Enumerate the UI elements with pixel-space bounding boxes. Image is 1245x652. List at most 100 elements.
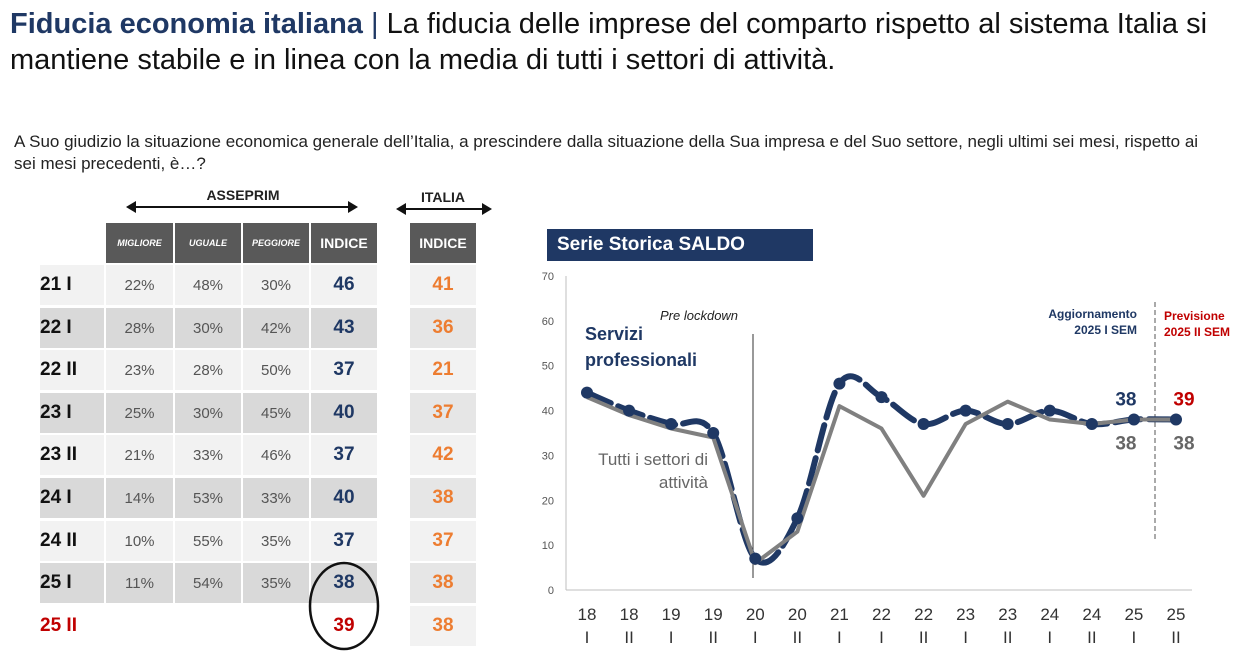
series-servizi-point [833, 377, 846, 390]
x-tick-year: 19 [704, 605, 723, 624]
survey-question: A Suo giudizio la situazione economica g… [14, 132, 1199, 173]
table-row [40, 393, 377, 433]
column-separator [241, 265, 243, 606]
cell-italia: 38 [432, 572, 454, 593]
x-tick-sem: II [708, 628, 717, 647]
x-tick-sem: I [753, 628, 758, 647]
pre-lockdown-label: Pre lockdown [660, 308, 738, 323]
italia-row-bg [410, 393, 476, 433]
cell-indice: 46 [333, 274, 355, 295]
y-tick-label: 50 [542, 361, 554, 373]
italia-arrow [396, 203, 492, 215]
cell-italia: 21 [432, 359, 454, 380]
italia-row-bg [410, 350, 476, 390]
series-tutti-label-2: attività [659, 473, 709, 492]
cell-uguale: 54% [192, 574, 224, 592]
x-tick-year: 22 [872, 605, 891, 624]
cell-indice: 37 [333, 359, 355, 380]
cell-indice: 38 [333, 572, 355, 593]
series-servizi-point [707, 427, 720, 439]
x-tick-year: 25 [1124, 605, 1143, 624]
series-servizi-point [581, 386, 593, 399]
cell-uguale: 55% [192, 532, 224, 550]
chart-title: Serie Storica SALDO [547, 229, 813, 261]
cell-uguale: 28% [192, 361, 224, 379]
cell-migliore: 11% [125, 574, 154, 592]
cell-migliore: 10% [124, 532, 155, 550]
row-label: 25 I [40, 572, 72, 593]
italia-row-bg [410, 606, 476, 646]
value-label-blue-25i: 38 [1115, 390, 1136, 411]
value-label-gray-25ii: 38 [1173, 434, 1194, 455]
row-label: 24 I [40, 487, 72, 508]
x-tick-year: 18 [620, 605, 639, 624]
x-tick-year: 21 [830, 605, 849, 624]
column-separator [173, 265, 175, 606]
x-tick-sem: II [624, 628, 633, 647]
table-row [40, 435, 377, 475]
cell-indice: 43 [333, 317, 355, 338]
series-servizi-point [959, 404, 972, 417]
table-row [40, 563, 377, 603]
cell-uguale: 30% [192, 404, 224, 422]
cell-italia: 36 [432, 317, 454, 338]
cell-peggiore: 45% [260, 404, 292, 422]
title-rest: La fiducia delle imprese del comparto ri… [10, 8, 1208, 76]
italia-row-bg [410, 478, 476, 518]
series-tutti-line [586, 395, 1176, 566]
cell-indice: 40 [333, 402, 355, 423]
italia-group-label: ITALIA [420, 189, 466, 205]
cell-indice: 39 [333, 615, 355, 636]
cell-italia: 38 [432, 615, 454, 636]
x-tick-year: 24 [1040, 605, 1059, 624]
x-tick-year: 20 [788, 605, 807, 624]
x-tick-sem: II [1087, 628, 1096, 647]
x-tick-sem: I [879, 628, 884, 647]
cell-migliore: 25% [124, 404, 155, 422]
series-servizi-point [875, 391, 888, 404]
title-separator: | [371, 8, 379, 40]
column-separator [309, 265, 311, 606]
header-uguale: UGUALE [175, 223, 241, 263]
table-row [40, 350, 377, 390]
series-servizi-line [584, 373, 1179, 566]
x-tick-year: 18 [578, 605, 597, 624]
asseprim-arrow [126, 201, 358, 213]
x-tick-sem: I [1047, 628, 1052, 647]
y-tick-label: 0 [548, 585, 554, 597]
y-tick-label: 60 [542, 316, 554, 328]
x-tick-sem: I [963, 628, 968, 647]
header-indice: INDICE [311, 223, 377, 263]
table-row [40, 308, 377, 348]
x-tick-sem: II [1171, 628, 1180, 647]
series-servizi-point [623, 404, 636, 417]
table-row [40, 265, 377, 305]
cell-uguale [175, 606, 241, 646]
x-tick-sem: I [1132, 628, 1137, 647]
x-tick-sem: II [919, 628, 928, 647]
series-servizi-point [749, 552, 762, 565]
x-tick-sem: I [669, 628, 674, 647]
cell-uguale: 30% [192, 319, 224, 337]
cell-migliore [106, 606, 173, 646]
cell-migliore: 23% [124, 361, 155, 379]
table-row [40, 521, 377, 561]
cell-peggiore: 46% [260, 446, 292, 464]
forecast-label-2: 2025 II SEM [1164, 325, 1230, 339]
series-servizi-point [1127, 413, 1140, 426]
page-title: Fiducia economia italiana | La fiducia d… [10, 6, 1240, 78]
cell-peggiore: 35% [260, 532, 292, 550]
x-tick-sem: II [793, 628, 802, 647]
cell-migliore: 28% [124, 319, 155, 337]
cell-italia: 37 [432, 530, 454, 551]
update-label: Aggiornamento [1048, 307, 1137, 321]
forecast-label: Previsione [1164, 309, 1225, 323]
x-tick-year: 23 [998, 605, 1017, 624]
x-tick-year: 23 [956, 605, 975, 624]
cell-peggiore [243, 606, 309, 646]
y-tick-label: 10 [542, 540, 554, 552]
cell-indice: 40 [333, 487, 355, 508]
cell-peggiore: 42% [260, 319, 292, 337]
y-tick-label: 70 [542, 271, 554, 283]
y-tick-label: 20 [542, 495, 554, 507]
